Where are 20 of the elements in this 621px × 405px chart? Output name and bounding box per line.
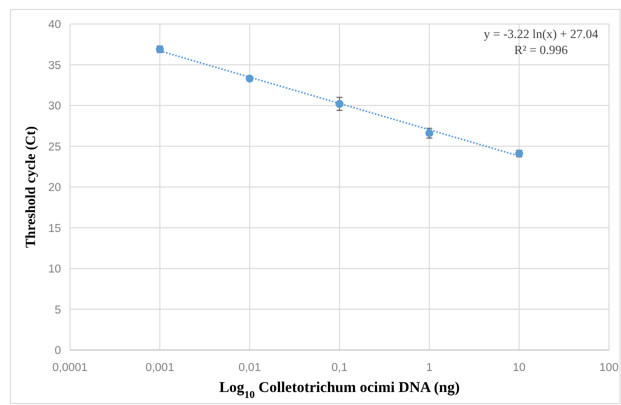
y-axis-title: Threshold cycle (Ct) xyxy=(24,126,39,248)
y-tick-label: 30 xyxy=(48,100,61,113)
x-tick-label: 10 xyxy=(512,362,526,374)
x-tick-label: 100 xyxy=(599,362,619,374)
y-tick-label: 15 xyxy=(48,222,61,235)
y-tick-label: 10 xyxy=(48,264,61,276)
x-tick-label: 0,0001 xyxy=(52,362,88,374)
annotation: R² = 0.996 xyxy=(514,43,568,57)
y-tick-label: 5 xyxy=(54,304,61,316)
y-tick-label: 25 xyxy=(48,141,61,154)
y-tick-label: 40 xyxy=(48,19,61,32)
x-axis-title: Log$_{10}$ Colletotrichum ocimi DNA (ng) xyxy=(219,380,460,400)
annotation: y = -3.22 ln(x) + 27.04 xyxy=(484,27,599,41)
y-tick-label: 0 xyxy=(54,345,61,358)
x-tick-label: 1 xyxy=(426,362,433,374)
y-tick-label: 35 xyxy=(48,60,61,72)
x-tick-label: 0,01 xyxy=(238,362,261,374)
x-tick-label: 0,001 xyxy=(145,362,174,374)
x-tick-label: 0,1 xyxy=(332,362,348,374)
y-tick-label: 20 xyxy=(48,182,61,194)
